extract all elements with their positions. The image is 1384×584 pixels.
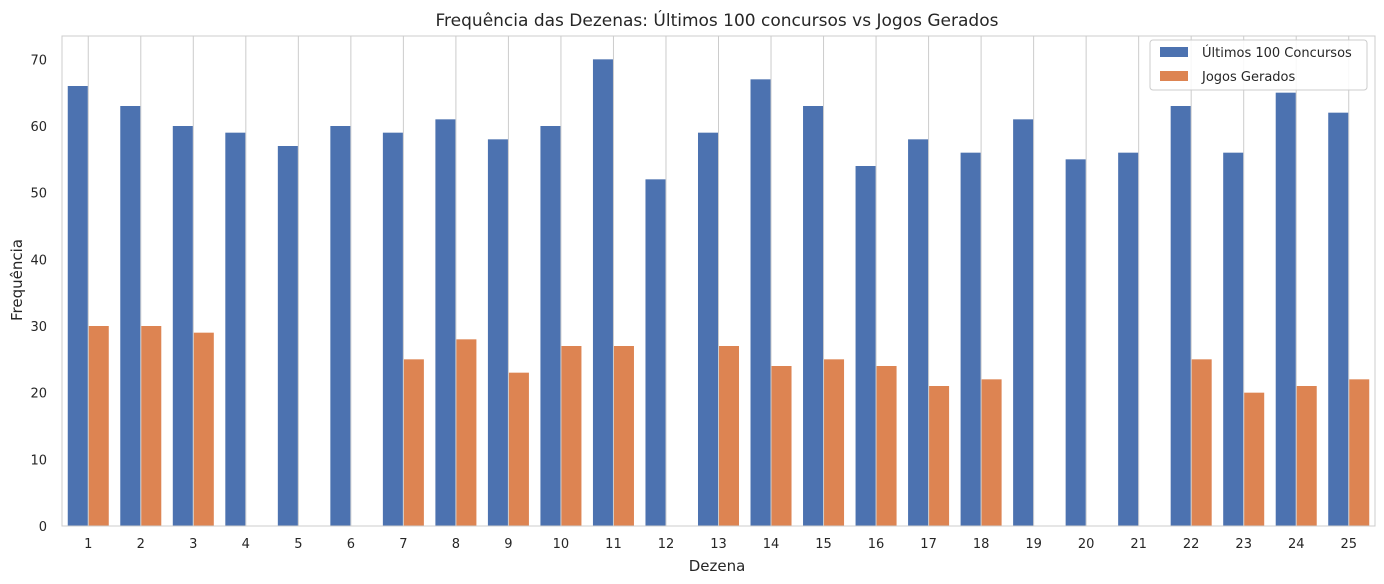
bar-series-1-dezena-19 bbox=[1013, 119, 1034, 526]
x-tick-label: 14 bbox=[763, 537, 780, 552]
bar-series-2-dezena-7 bbox=[403, 359, 424, 526]
x-tick-label: 17 bbox=[920, 537, 937, 552]
bar-series-1-dezena-14 bbox=[750, 79, 771, 526]
x-tick-label: 10 bbox=[553, 537, 570, 552]
bars-layer bbox=[67, 59, 1370, 527]
bar-series-2-dezena-14 bbox=[771, 366, 792, 526]
y-tick-label: 60 bbox=[30, 120, 47, 135]
x-tick-label: 25 bbox=[1340, 537, 1357, 552]
bar-series-1-dezena-10 bbox=[540, 126, 561, 526]
bar-series-2-dezena-8 bbox=[456, 339, 477, 526]
x-tick-label: 19 bbox=[1025, 537, 1042, 552]
bar-series-2-dezena-1 bbox=[88, 326, 109, 526]
bar-series-2-dezena-10 bbox=[561, 346, 582, 526]
x-tick-label: 7 bbox=[399, 537, 407, 552]
y-tick-label: 50 bbox=[30, 187, 47, 202]
y-tick-label: 20 bbox=[30, 387, 47, 402]
bar-series-1-dezena-11 bbox=[592, 59, 613, 526]
bar-series-1-dezena-8 bbox=[435, 119, 456, 526]
bar-series-1-dezena-6 bbox=[330, 126, 351, 526]
x-tick-label: 21 bbox=[1130, 537, 1147, 552]
x-tick-label: 6 bbox=[347, 537, 355, 552]
x-tick-label: 12 bbox=[658, 537, 675, 552]
bar-series-2-dezena-11 bbox=[613, 346, 634, 526]
bar-series-2-dezena-9 bbox=[508, 372, 529, 526]
bar-series-2-dezena-22 bbox=[1191, 359, 1212, 526]
bar-series-1-dezena-4 bbox=[225, 132, 246, 526]
plot-frame bbox=[61, 35, 1376, 527]
bar-series-1-dezena-18 bbox=[960, 152, 981, 526]
bar-series-1-dezena-1 bbox=[67, 86, 88, 526]
x-axis-title: Dezena bbox=[689, 557, 746, 575]
x-tick-label: 11 bbox=[605, 537, 622, 552]
x-tick-label: 18 bbox=[973, 537, 990, 552]
grid-layer bbox=[87, 36, 1350, 526]
y-tick-label: 30 bbox=[30, 320, 47, 335]
x-tick-label: 5 bbox=[294, 537, 302, 552]
y-tick-label: 70 bbox=[30, 53, 47, 68]
bar-series-1-dezena-12 bbox=[645, 179, 666, 527]
bar-series-2-dezena-16 bbox=[876, 366, 897, 526]
x-tick-label: 22 bbox=[1183, 537, 1200, 552]
x-tick-label: 24 bbox=[1288, 537, 1305, 552]
legend: Últimos 100 Concursos Jogos Gerados bbox=[1149, 39, 1368, 91]
bar-series-1-dezena-22 bbox=[1170, 106, 1191, 526]
bar-series-2-dezena-2 bbox=[141, 326, 162, 526]
bar-series-2-dezena-15 bbox=[824, 359, 845, 526]
bar-series-1-dezena-17 bbox=[908, 139, 929, 527]
x-tick-label: 13 bbox=[710, 537, 727, 552]
x-tick-label: 15 bbox=[815, 537, 832, 552]
bar-series-1-dezena-5 bbox=[277, 146, 298, 526]
x-tick-label: 1 bbox=[84, 537, 92, 552]
x-tick-label: 16 bbox=[868, 537, 885, 552]
legend-swatch-series-2 bbox=[1160, 71, 1188, 81]
x-tick-label: 4 bbox=[242, 537, 250, 552]
y-tick-label: 10 bbox=[30, 453, 47, 468]
legend-label-series-2: Jogos Gerados bbox=[1201, 70, 1295, 85]
bar-series-1-dezena-20 bbox=[1065, 159, 1086, 527]
ticks-layer: 1 2 3 4 5 6 7 8 9 10 11 12 13 14 15 16 17 18 19 20 21 22 23 24 2… bbox=[30, 53, 1357, 552]
bar-series-2-dezena-23 bbox=[1244, 392, 1265, 526]
bar-series-1-dezena-3 bbox=[172, 126, 193, 526]
chart-title: Frequência das Dezenas: Últimos 100 conc… bbox=[436, 9, 999, 31]
bar-series-1-dezena-13 bbox=[697, 132, 718, 526]
bar-series-1-dezena-15 bbox=[803, 106, 824, 526]
legend-frame bbox=[1149, 39, 1368, 91]
bar-series-1-dezena-16 bbox=[855, 166, 876, 526]
legend-swatch-series-1 bbox=[1160, 47, 1188, 57]
y-tick-label: 40 bbox=[30, 253, 47, 268]
bar-series-1-dezena-9 bbox=[487, 139, 508, 527]
bar-series-2-dezena-3 bbox=[193, 332, 214, 526]
bar-series-2-dezena-18 bbox=[981, 379, 1002, 526]
bar-series-1-dezena-23 bbox=[1223, 152, 1244, 526]
bar-series-1-dezena-24 bbox=[1275, 92, 1296, 527]
bar-series-1-dezena-25 bbox=[1328, 112, 1349, 527]
x-tick-label: 8 bbox=[452, 537, 460, 552]
x-tick-label: 23 bbox=[1235, 537, 1252, 552]
bar-series-1-dezena-21 bbox=[1118, 152, 1139, 526]
bar-series-1-dezena-7 bbox=[382, 132, 403, 526]
x-tick-label: 20 bbox=[1078, 537, 1095, 552]
bar-series-2-dezena-13 bbox=[719, 346, 740, 526]
x-tick-label: 9 bbox=[504, 537, 512, 552]
legend-label-series-1: Últimos 100 Concursos bbox=[1202, 45, 1352, 61]
y-axis-title: Frequência bbox=[8, 239, 26, 321]
x-tick-label: 3 bbox=[189, 537, 197, 552]
bar-series-2-dezena-24 bbox=[1296, 386, 1317, 526]
y-tick-label: 0 bbox=[39, 520, 47, 535]
x-tick-label: 2 bbox=[137, 537, 145, 552]
bar-series-1-dezena-2 bbox=[120, 106, 141, 526]
bar-series-2-dezena-25 bbox=[1349, 379, 1370, 526]
bar-series-2-dezena-17 bbox=[929, 386, 950, 526]
